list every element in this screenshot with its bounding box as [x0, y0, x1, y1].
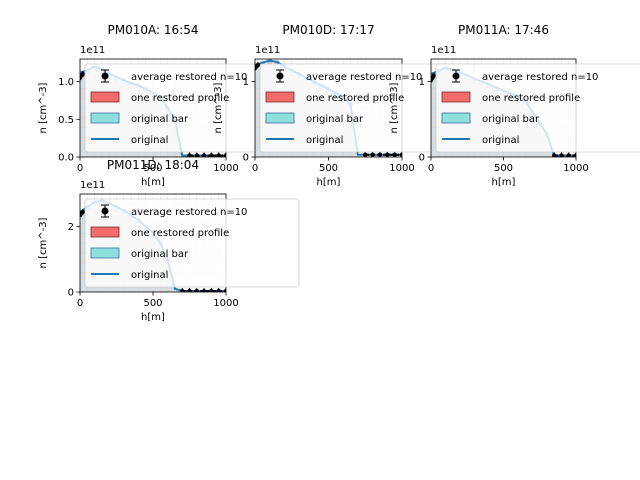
legend-label: average restored n=10	[131, 207, 247, 218]
y-offset-text: 1e11	[255, 45, 280, 56]
x-tick-label: 1000	[213, 163, 238, 174]
x-tick-label: 1000	[563, 163, 588, 174]
legend-label: one restored profile	[482, 93, 580, 104]
x-axis-label: h[m]	[492, 177, 516, 188]
y-tick-label: 0.0	[58, 153, 74, 164]
legend-label: original bar	[131, 114, 189, 125]
legend-label: original	[131, 270, 168, 281]
legend-label: average restored n=10	[306, 72, 422, 83]
y-axis-label: n [cm^-3]	[389, 82, 400, 133]
legend-marker-icon	[101, 207, 109, 215]
average-point	[399, 152, 402, 157]
average-point	[223, 153, 226, 157]
x-axis-label: h[m]	[317, 177, 341, 188]
average-point	[255, 62, 261, 68]
legend: average restored n=10 one restored profil…	[84, 63, 300, 153]
x-tick-label: 0	[428, 163, 434, 174]
y-tick-label: 0	[419, 153, 425, 164]
y-axis-label: n [cm^-3]	[213, 82, 224, 133]
legend-marker-icon	[276, 72, 284, 80]
legend-patch-icon	[90, 112, 120, 124]
subplot-title: PM011D: 18:04	[107, 158, 199, 172]
legend-label: average restored n=10	[131, 72, 247, 83]
x-axis-label: h[m]	[141, 177, 165, 188]
legend: average restored n=10 one restored profil…	[435, 63, 640, 153]
y-tick-label: 2	[68, 222, 74, 233]
legend-label: original bar	[482, 114, 540, 125]
legend-label: original bar	[306, 114, 364, 125]
average-point	[385, 152, 390, 157]
average-point	[392, 152, 397, 157]
y-axis-label: n [cm^-3]	[38, 217, 49, 268]
y-tick-label: 0	[68, 288, 74, 299]
y-tick-label: 1	[419, 77, 425, 88]
average-point	[80, 209, 86, 215]
legend-patch-icon	[441, 112, 471, 124]
legend-patch-icon	[90, 247, 120, 259]
y-offset-text: 1e11	[431, 45, 456, 56]
y-tick-label: 0	[243, 153, 249, 164]
legend-patch-icon	[90, 226, 120, 238]
average-point	[80, 71, 86, 77]
legend-label: original bar	[131, 249, 189, 260]
legend-label: original	[131, 135, 168, 146]
x-tick-label: 500	[494, 163, 513, 174]
legend-patch-icon	[265, 91, 295, 103]
y-offset-text: 1e11	[80, 45, 105, 56]
legend: average restored n=10 one restored profil…	[84, 198, 300, 288]
legend-patch-icon	[441, 91, 471, 103]
legend: average restored n=10 one restored profil…	[259, 63, 475, 153]
y-axis-label: n [cm^-3]	[38, 82, 49, 133]
legend-patch-icon	[265, 112, 295, 124]
legend-label: original	[482, 135, 519, 146]
legend-marker-icon	[101, 72, 109, 80]
y-offset-text: 1e11	[80, 180, 105, 191]
x-tick-label: 0	[77, 298, 83, 309]
subplot-title: PM010A: 16:54	[108, 23, 199, 37]
x-tick-label: 1000	[389, 163, 414, 174]
legend-patch-icon	[90, 91, 120, 103]
x-tick-label: 500	[319, 163, 338, 174]
legend-marker-icon	[452, 72, 460, 80]
average-point	[431, 73, 437, 78]
legend-label: one restored profile	[131, 93, 229, 104]
legend-label: one restored profile	[131, 228, 229, 239]
x-axis-label: h[m]	[141, 312, 165, 323]
x-tick-label: 500	[143, 298, 162, 309]
legend-box	[435, 63, 640, 153]
x-tick-label: 0	[77, 163, 83, 174]
y-tick-label: 1	[243, 77, 249, 88]
subplot-title: PM011A: 17:46	[458, 23, 549, 37]
legend-label: one restored profile	[306, 93, 404, 104]
legend-label: average restored n=10	[482, 72, 598, 83]
x-tick-label: 0	[252, 163, 258, 174]
subplot-title: PM010D: 17:17	[282, 23, 374, 37]
y-tick-label: 1.0	[58, 77, 74, 88]
x-tick-label: 500	[143, 163, 162, 174]
x-tick-label: 1000	[213, 298, 238, 309]
y-tick-label: 0.5	[58, 115, 74, 126]
legend-box	[84, 198, 300, 288]
legend-label: original	[306, 135, 343, 146]
